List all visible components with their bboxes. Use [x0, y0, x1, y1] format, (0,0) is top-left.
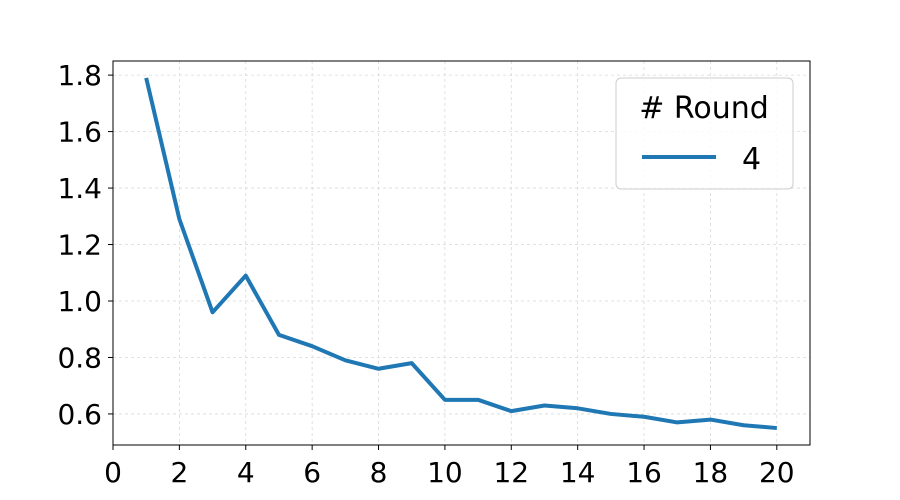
y-tick-label: 1.0: [57, 285, 102, 318]
x-tick-label: 6: [303, 456, 321, 489]
x-tick-label: 8: [370, 456, 388, 489]
x-tick-label: 18: [693, 456, 729, 489]
y-tick-label: 0.8: [57, 341, 102, 374]
x-tick-label: 12: [493, 456, 529, 489]
series-line-4: [144, 77, 777, 431]
x-tick-label: 2: [170, 456, 188, 489]
series-lines: [144, 77, 777, 431]
grid-lines: [113, 61, 810, 445]
x-tick-label: 10: [427, 456, 463, 489]
x-tick-label: 4: [237, 456, 255, 489]
y-tick-label: 0.6: [57, 398, 102, 431]
legend-box: [615, 77, 794, 190]
y-tick-label: 1.6: [57, 116, 102, 149]
y-tick-label: 1.8: [57, 59, 102, 92]
x-tick-label: 20: [759, 456, 795, 489]
x-tick-label: 0: [104, 456, 122, 489]
y-tick-label: 1.2: [57, 229, 102, 262]
x-tick-label: 16: [626, 456, 662, 489]
legend-series-label: 4: [742, 142, 761, 177]
axes-frame: [112, 60, 811, 446]
legend-title: # Round: [639, 91, 769, 126]
axis-ticks: 0 2 4 6 8 10 12 14 16 18 20 0.6 0.8 1.0 1.2 1.4 1.6 1.8: [57, 59, 794, 489]
x-tick-label: 14: [560, 456, 596, 489]
legend: # Round 4: [615, 77, 794, 190]
y-tick-label: 1.4: [57, 172, 102, 205]
